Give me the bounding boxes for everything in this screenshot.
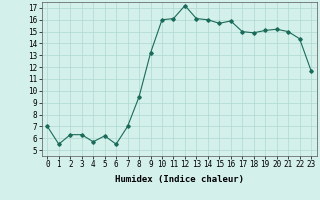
X-axis label: Humidex (Indice chaleur): Humidex (Indice chaleur) [115,175,244,184]
